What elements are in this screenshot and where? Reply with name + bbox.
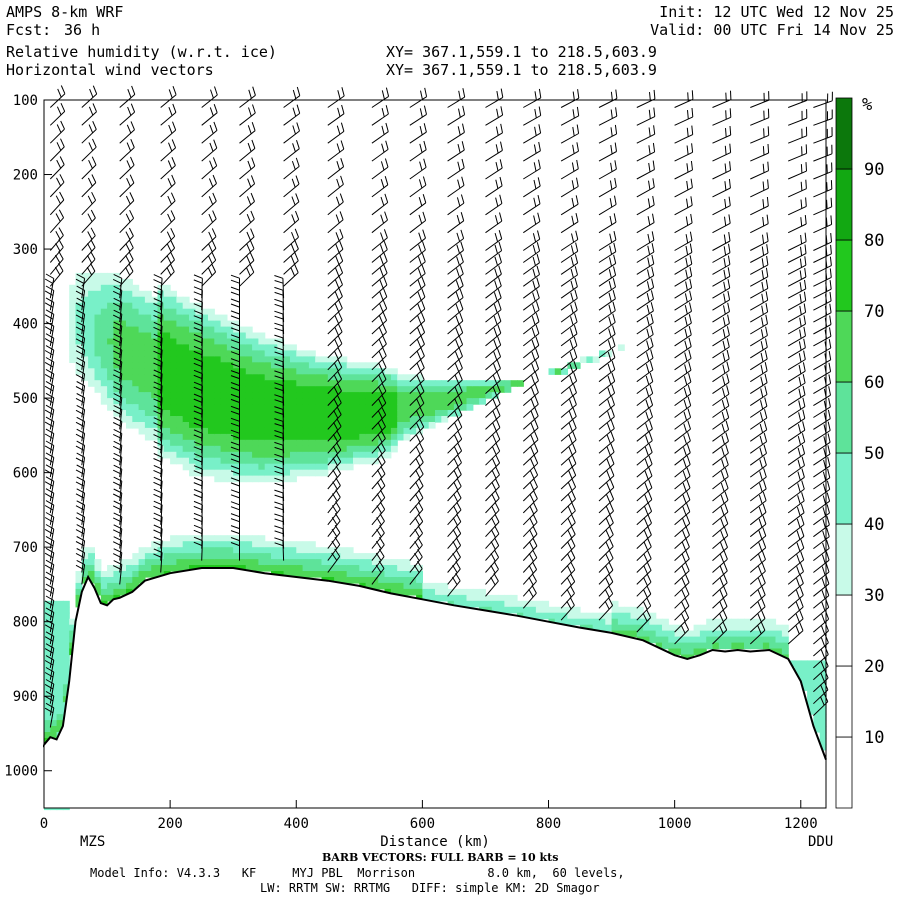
forecast-hours: 36 h (64, 21, 101, 39)
left-station-label: MZS (80, 834, 106, 850)
plot-frame (43, 99, 827, 809)
colorbar-label: 40 (864, 515, 884, 535)
colorbar-label: 30 (864, 586, 884, 606)
model-info-line-1: Model Info: V4.3.3 KF MYJ PBL Morrison 8… (90, 866, 625, 880)
y-tick-label: 300 (13, 242, 38, 258)
colorbar-bin (835, 452, 853, 525)
barb-column (409, 87, 428, 585)
field-title-wind: Horizontal wind vectors (6, 61, 214, 79)
barb-column (112, 85, 136, 585)
colorbar-bin (835, 310, 853, 383)
y-tick-label: 200 (13, 168, 38, 184)
y-tick-label: 700 (13, 540, 38, 556)
colorbar-label: 10 (864, 728, 884, 748)
barb-column (560, 89, 580, 621)
terrain-line (43, 567, 827, 760)
colorbar-bin (835, 736, 853, 809)
colorbar-bin (835, 594, 853, 667)
x-axis-label: Distance (km) (380, 834, 490, 850)
y-tick-label: 100 (13, 93, 38, 109)
rh-shading (44, 272, 827, 811)
colorbar-bin (835, 381, 853, 454)
xy-section-1: XY= 367.1,559.1 to 218.5,603.9 (386, 43, 657, 61)
xy-section-2: XY= 367.1,559.1 to 218.5,603.9 (386, 61, 657, 79)
terrain-fill (44, 568, 826, 808)
colorbar-label: 20 (864, 657, 884, 677)
y-tick-label: 1000 (4, 764, 38, 780)
valid-time: Valid: 00 UTC Fri 14 Nov 25 (650, 21, 894, 39)
y-tick-label: 400 (13, 317, 38, 333)
colorbar: 10 20 30 40 50 60 70 80 90% (835, 95, 884, 809)
colorbar-unit: % (862, 95, 872, 115)
barb-column (44, 85, 66, 728)
axes: 100 200 300 400 500 600 700 800 900 1000 0 200 400 60… (4, 93, 827, 850)
barb-column (522, 88, 542, 609)
model-info-line-2: LW: RRTM SW: RRTMG DIFF: simple KM: 2D S… (260, 881, 600, 895)
barb-column (193, 86, 218, 561)
forecast-label: Fcst: (6, 21, 52, 39)
barb-column (327, 87, 345, 573)
colorbar-bin (835, 665, 853, 738)
colorbar-bin (835, 239, 853, 312)
x-tick-label: 400 (284, 816, 309, 832)
x-tick-label: 0 (40, 816, 48, 832)
colorbar-bin (835, 168, 853, 241)
y-tick-label: 500 (13, 391, 38, 407)
barb-column (230, 86, 256, 561)
right-station-label: DDU (808, 834, 834, 850)
colorbar-bin (835, 97, 853, 170)
y-tick-label: 600 (13, 466, 38, 482)
barb-column (674, 90, 694, 645)
barb-column (75, 85, 98, 585)
y-tick-label: 900 (13, 689, 38, 705)
barb-column (274, 86, 301, 561)
barb-note: BARB VECTORS: FULL BARB = 10 kts (322, 851, 559, 864)
model-title: AMPS 8-km WRF (6, 3, 124, 21)
colorbar-label: 50 (864, 444, 884, 464)
colorbar-label: 90 (864, 160, 884, 180)
x-tick-label: 1000 (658, 816, 692, 832)
x-tick-label: 800 (536, 816, 561, 832)
barb-column (371, 87, 390, 585)
wind-barbs (44, 85, 833, 728)
x-tick-label: 200 (157, 816, 182, 832)
x-tick-label: 600 (410, 816, 435, 832)
terrain-mask (43, 567, 827, 808)
barb-column (813, 91, 833, 716)
init-time: Init: 12 UTC Wed 12 Nov 25 (659, 3, 894, 21)
x-tick-label: 1200 (784, 816, 818, 832)
barb-column (749, 91, 770, 645)
barb-column (447, 88, 466, 597)
barb-column (712, 90, 732, 645)
barb-column (787, 91, 808, 645)
barb-column (636, 89, 656, 633)
barb-column (153, 86, 177, 573)
field-title-rh: Relative humidity (w.r.t. ice) (6, 43, 277, 61)
colorbar-label: 60 (864, 373, 884, 393)
barb-column (485, 88, 504, 597)
colorbar-bin (835, 523, 853, 596)
colorbar-label: 70 (864, 302, 884, 322)
y-tick-label: 800 (13, 615, 38, 631)
colorbar-label: 80 (864, 231, 884, 251)
